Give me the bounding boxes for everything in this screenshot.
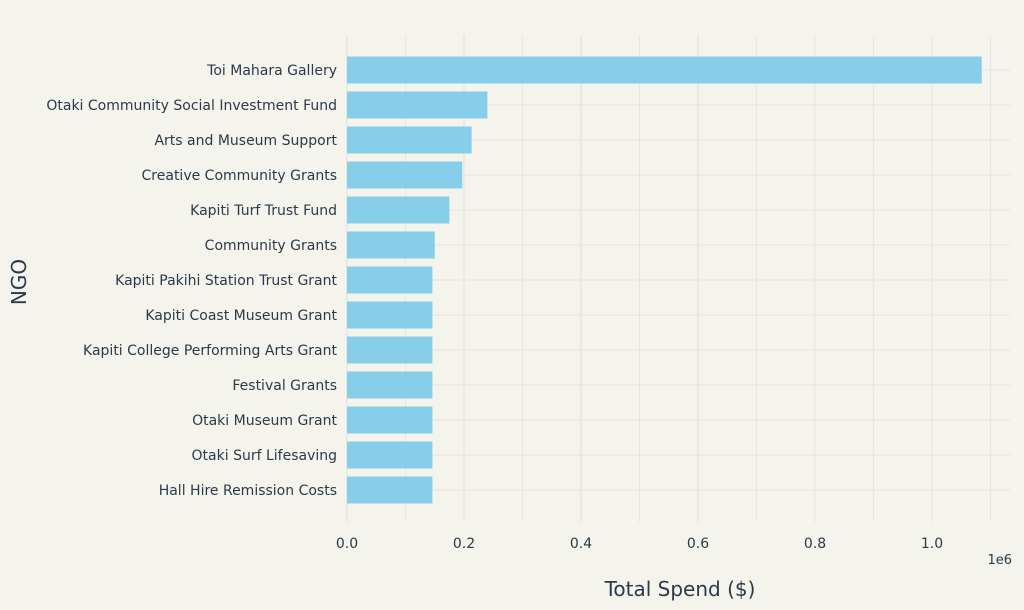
x-tick-label: 0.0 xyxy=(336,536,358,552)
bar xyxy=(347,126,472,154)
bar xyxy=(347,161,463,189)
bar xyxy=(347,371,433,399)
bar xyxy=(347,91,488,119)
category-label: Toi Mahara Gallery xyxy=(206,63,337,79)
x-tick-label: 1.0 xyxy=(921,536,943,552)
category-label: Creative Community Grants xyxy=(142,168,337,184)
category-label: Kapiti Pakihi Station Trust Grant xyxy=(115,273,337,289)
bar xyxy=(347,56,982,84)
bar xyxy=(347,476,433,504)
x-tick-label: 0.6 xyxy=(687,536,709,552)
x-tick-label: 0.8 xyxy=(804,536,826,552)
bar xyxy=(347,231,435,259)
bar xyxy=(347,196,450,224)
bars xyxy=(347,56,982,504)
category-label: Kapiti College Performing Arts Grant xyxy=(83,343,337,359)
category-label: Arts and Museum Support xyxy=(154,133,337,149)
category-label: Otaki Surf Lifesaving xyxy=(192,448,337,464)
bar xyxy=(347,301,433,329)
x-tick-labels: 0.0 0.2 0.4 0.6 0.8 1.0 xyxy=(336,536,943,552)
category-labels: Toi Mahara Gallery Otaki Community Social… xyxy=(46,63,337,499)
x-exponent-label: 1e6 xyxy=(987,553,1012,568)
bar xyxy=(347,406,433,434)
x-tick-label: 0.4 xyxy=(570,536,592,552)
category-label: Community Grants xyxy=(205,238,337,254)
category-label: Otaki Museum Grant xyxy=(192,413,337,429)
x-axis-title: Total Spend ($) xyxy=(604,577,756,601)
y-axis-title: NGO xyxy=(7,259,31,305)
category-label: Otaki Community Social Investment Fund xyxy=(46,98,337,114)
x-tick-label: 0.2 xyxy=(453,536,475,552)
category-label: Hall Hire Remission Costs xyxy=(159,483,337,499)
bar xyxy=(347,266,433,294)
category-label: Kapiti Coast Museum Grant xyxy=(145,308,337,324)
bar xyxy=(347,336,433,364)
category-label: Festival Grants xyxy=(232,378,337,394)
category-label: Kapiti Turf Trust Fund xyxy=(190,203,337,219)
bar xyxy=(347,441,433,469)
